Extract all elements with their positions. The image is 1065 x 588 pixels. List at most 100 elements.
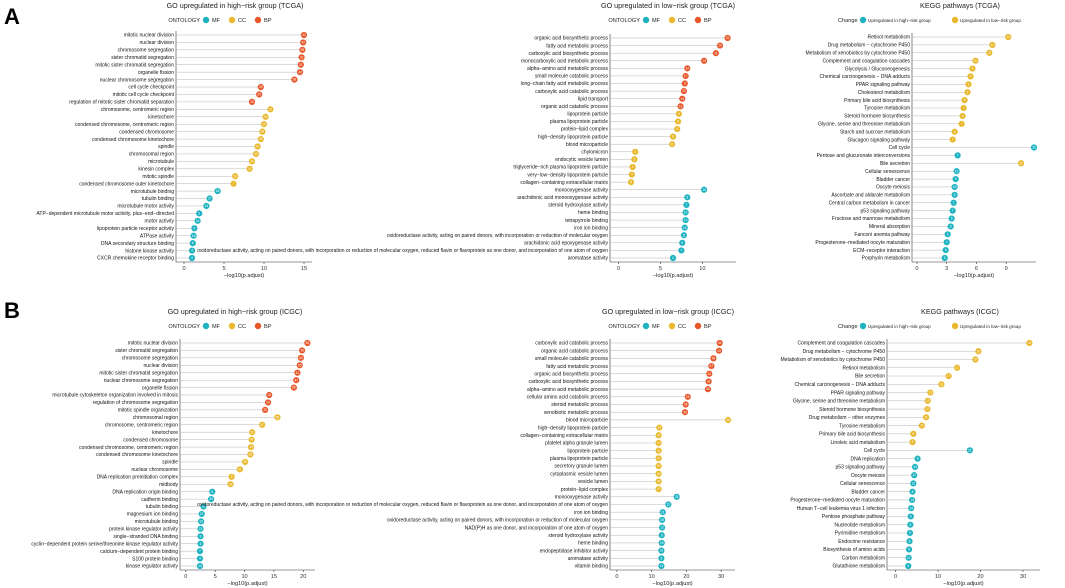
- dot-count: 6: [950, 225, 952, 229]
- category-label: Glucagon signaling pathway: [847, 137, 910, 143]
- dot-count: 53: [306, 341, 310, 345]
- lollipop-dot: [1018, 160, 1025, 167]
- category-label: arachidonic acid monooxygenase activity: [517, 195, 608, 201]
- chart-5: GO upregulated in low−risk group (ICGC) O…: [197, 307, 735, 587]
- lollipop-dot: [658, 516, 666, 523]
- dot-count: 15: [1019, 161, 1023, 165]
- lollipop-dot: [700, 57, 708, 64]
- x-tick-label: 0: [915, 266, 918, 272]
- lollipop-dot: [682, 401, 689, 408]
- lollipop-dot: [951, 183, 958, 191]
- dot-count: 12: [684, 211, 688, 215]
- dot-count: 7: [953, 201, 955, 205]
- dot-count: 13: [929, 391, 933, 395]
- x-tick-label: 30: [718, 574, 724, 580]
- dot-count: 7: [952, 209, 954, 213]
- lollipop-dot: [907, 513, 914, 520]
- legend-label-bp: BP: [704, 18, 712, 24]
- legend-swatch-high: [859, 16, 867, 24]
- dot-count: 29: [257, 93, 261, 97]
- dot-count: 41: [296, 371, 300, 375]
- lollipop-dot: [905, 554, 912, 561]
- lollipop-dot: [944, 231, 951, 238]
- category-label: Steroid hormone biosynthesis: [844, 114, 910, 120]
- dot-count: 17: [947, 374, 951, 378]
- category-label: Cell cycle: [864, 448, 886, 454]
- legend-label-bp: BP: [704, 324, 712, 330]
- dot-count: 42: [708, 372, 712, 376]
- lollipop-dot: [260, 121, 268, 128]
- legend-label-cc: CC: [678, 324, 686, 330]
- dot-count: 6: [200, 542, 202, 546]
- dot-count: 6: [198, 212, 200, 216]
- category-label: motor activity: [145, 219, 175, 225]
- category-label: histone kinase activity: [125, 248, 174, 254]
- category-label: Endocrine resistance: [838, 539, 885, 545]
- category-label: small molecule catabolic process: [535, 356, 609, 362]
- category-label: DNA replication: [851, 456, 886, 462]
- category-label: cell cycle checkpoint: [128, 85, 174, 91]
- category-label: organic acid biosynthetic process: [534, 36, 608, 42]
- lollipop-dot: [682, 72, 689, 80]
- dot-count: 24: [266, 401, 270, 405]
- legend-swatch-bp: [694, 16, 702, 24]
- dot-count: 9: [970, 75, 972, 79]
- lollipop-dot: [257, 83, 264, 91]
- legend-label-cc: CC: [678, 18, 686, 24]
- lollipop-dot: [188, 254, 196, 262]
- category-label: Biosynthesis of amino acids: [823, 547, 885, 553]
- dot-count: 13: [682, 89, 686, 93]
- lollipop-dot: [208, 496, 215, 503]
- lollipop-dot: [214, 188, 221, 195]
- lollipop-dot: [190, 232, 197, 239]
- lollipop-dot: [948, 215, 955, 222]
- lollipop-dot: [274, 414, 281, 421]
- x-tick-label: 10: [649, 574, 655, 580]
- dot-count: 14: [686, 66, 690, 70]
- lollipop-dot: [949, 136, 956, 143]
- legend-swatch-mf: [202, 16, 210, 24]
- dot-count: 13: [199, 527, 203, 531]
- lollipop-dot: [669, 141, 676, 148]
- category-label: mitotic nuclear division: [124, 33, 175, 39]
- lollipop-dot: [961, 97, 968, 104]
- dot-count: 35: [684, 403, 688, 407]
- category-label: microtubule: [148, 159, 174, 165]
- dot-count: 12: [955, 169, 959, 173]
- category-label: collagen−containing extracellular matrix: [520, 180, 608, 186]
- lollipop-dot: [905, 562, 912, 570]
- lollipop-dot: [952, 175, 959, 183]
- lollipop-dot: [1026, 339, 1033, 347]
- lollipop-dot: [300, 39, 307, 46]
- dot-count: 13: [198, 564, 202, 568]
- chart-title: GO upregulated in low−risk group (ICGC): [602, 307, 734, 316]
- category-label: chromosomal region: [129, 152, 175, 158]
- lollipop-dot: [954, 152, 961, 159]
- chart-4: GO upregulated in high−risk group (ICGC)…: [31, 307, 315, 587]
- lollipop-dot: [658, 532, 665, 539]
- category-label: Complement and coagulation cascades: [822, 58, 910, 64]
- category-label: Glycine, serine and threonine metabolism: [818, 122, 910, 128]
- dot-count: 47: [294, 378, 298, 382]
- dot-count: 11: [657, 456, 661, 460]
- category-label: Glycine, serine and threonine metabolism: [793, 399, 885, 405]
- lollipop-dot: [297, 354, 305, 361]
- x-tick-label: 10: [699, 266, 705, 272]
- category-label: mitotic cell cycle checkpoint: [113, 92, 175, 98]
- dot-count: 28: [683, 410, 687, 414]
- lollipop-dot: [906, 529, 914, 537]
- legend-title: Change: [838, 324, 858, 330]
- lollipop-dot: [684, 194, 691, 201]
- legend-swatch-mf: [642, 16, 650, 24]
- lollipop-dot: [911, 472, 918, 479]
- lollipop-dot: [682, 209, 689, 216]
- x-tick-label: 0: [184, 574, 187, 580]
- category-label: high−density lipoprotein particle: [538, 134, 608, 140]
- lollipop-dot: [655, 478, 662, 485]
- category-label: Glycolysis / Gluconeogenesis: [845, 66, 911, 72]
- lollipop-dot: [248, 158, 256, 165]
- panel-letter-b: B: [4, 298, 20, 323]
- category-label: Human T−cell leukemia virus 1 infection: [797, 506, 886, 512]
- category-label: aromatase activity: [568, 256, 609, 262]
- dot-count: 9: [676, 127, 678, 131]
